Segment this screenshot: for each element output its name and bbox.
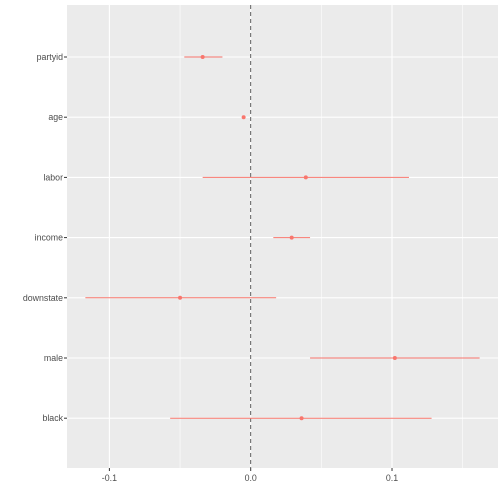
point-age: [241, 115, 246, 120]
x-tick-label: 0.0: [245, 473, 257, 483]
point-labor: [303, 175, 308, 180]
y-tick-label: income: [35, 233, 63, 243]
point-black: [299, 416, 304, 421]
x-tick-label: -0.1: [102, 473, 117, 483]
point-downstate: [178, 295, 183, 300]
y-axis: partyid age labor income downstate male black: [23, 52, 67, 423]
point-partyid: [200, 55, 205, 59]
y-tick-label: labor: [43, 172, 63, 182]
y-tick-label: male: [44, 353, 63, 363]
y-tick-label: age: [48, 112, 63, 122]
y-tick-label: downstate: [23, 293, 63, 303]
point-income: [289, 235, 294, 240]
point-male: [392, 356, 397, 360]
x-tick-label: 0.1: [386, 473, 398, 483]
plot-panel: [67, 5, 498, 468]
minor-gridlines: [179, 5, 463, 468]
y-tick-label: black: [42, 413, 63, 423]
y-tick-label: partyid: [37, 52, 64, 62]
estimate-points: [178, 55, 397, 421]
x-axis: -0.1 0.0 0.1: [102, 468, 398, 483]
